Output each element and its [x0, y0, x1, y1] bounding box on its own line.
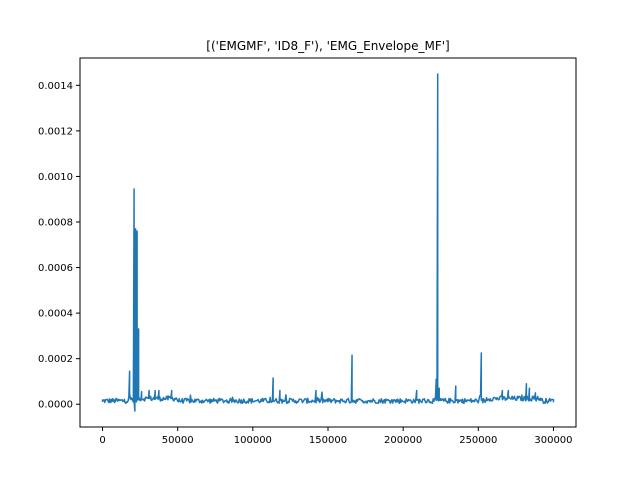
y-tick-label: 0.0012 — [38, 126, 73, 137]
y-tick-label: 0.0010 — [38, 172, 73, 183]
x-tick-label: 150000 — [309, 435, 347, 446]
x-tick-label: 100000 — [234, 435, 272, 446]
plot-area — [101, 73, 555, 412]
y-tick-label: 0.0008 — [38, 218, 73, 229]
y-tick-label: 0.0002 — [38, 354, 73, 365]
axes-frame — [79, 57, 577, 428]
x-tick-label: 250000 — [459, 435, 497, 446]
x-tick-label: 200000 — [384, 435, 422, 446]
y-tick-label: 0.0004 — [38, 309, 73, 320]
y-tick-label: 0.0006 — [38, 263, 73, 274]
series-line — [101, 73, 555, 412]
y-tick-label: 0.0000 — [38, 400, 73, 411]
y-axis: 0.0000 0.0002 0.0004 0.0006 0.0008 0.0010 0.00… — [38, 81, 80, 411]
x-tick-label: 50000 — [162, 435, 194, 446]
x-tick-label: 0 — [99, 435, 105, 446]
x-tick-label: 300000 — [534, 435, 572, 446]
y-tick-label: 0.0014 — [38, 81, 73, 92]
chart-title: [('EMGMF', 'ID8_F'), 'EMG_Envelope_MF'] — [206, 39, 449, 53]
x-axis: 0 50000 100000 150000 200000 250000 300000 — [99, 427, 573, 446]
